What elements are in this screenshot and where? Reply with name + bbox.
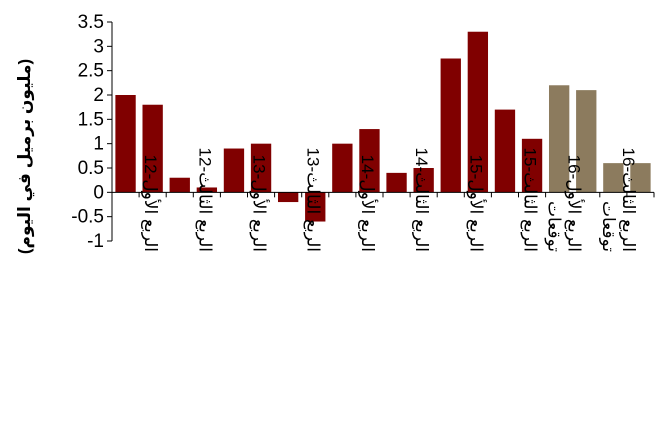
bar-actual: [277, 192, 299, 203]
y-axis-title: (مليون برميل في اليوم): [15, 59, 35, 254]
category-label: الربع الأول-12: [140, 155, 161, 252]
y-tick-label: 3: [93, 36, 104, 57]
y-tick-label: 1.5: [78, 109, 104, 130]
y-axis-title-group: (مليون برميل في اليوم): [15, 59, 35, 254]
y-tick-label: 0.5: [78, 158, 104, 179]
category-label: الربع الأول-15: [465, 155, 486, 252]
y-tick-label: 0: [93, 182, 104, 203]
bar-forecast: [603, 163, 624, 193]
y-tick-label: -0.5: [71, 207, 104, 228]
category-label: الربع الثالث-14: [411, 148, 431, 252]
category-label: الربع الأول-16توقعات: [545, 155, 585, 253]
category-label: الربع الثالث-12: [194, 148, 214, 252]
y-axis-ticks: -1 -0.5 0 0.5 1 1.5 2 2.5 3 3.5: [71, 12, 112, 252]
bar-actual: [521, 138, 543, 193]
y-tick-label: 2.5: [78, 61, 104, 82]
bar-actual: [115, 95, 136, 193]
bar-actual: [359, 129, 380, 193]
bar-forecast: [548, 85, 570, 193]
category-label: الربع الثالث-15: [520, 148, 540, 252]
bar-actual: [305, 192, 326, 222]
category-label: الربع الأول-14: [357, 155, 378, 252]
y-tick-label: 3.5: [78, 12, 104, 33]
bar-actual: [467, 31, 489, 193]
category-label: الربع الثالث-13: [303, 148, 323, 252]
bar-actual: [413, 168, 434, 193]
bar-actual: [196, 187, 218, 193]
axes: [111, 22, 655, 241]
bars: [115, 31, 651, 222]
bar-actual: [332, 143, 353, 193]
category-label: الربع الأول-13: [249, 155, 270, 252]
bar-forecast: [630, 163, 651, 193]
bar-actual: [169, 177, 190, 193]
bar-forecast: [576, 90, 597, 193]
bar-actual: [440, 58, 461, 193]
bar-actual: [142, 104, 163, 193]
bar-actual: [386, 172, 407, 193]
category-label: الربع الثالث-16توقعات: [599, 148, 638, 253]
bar-actual: [223, 148, 245, 193]
y-tick-label: 1: [93, 134, 104, 155]
category-labels: الربع الأول-12 الربع الثالث-12 الربع الأول…: [140, 148, 638, 253]
y-tick-label: 2: [93, 85, 104, 106]
bar-actual: [494, 109, 516, 193]
bar-actual: [250, 143, 272, 193]
y-tick-label: -1: [87, 231, 104, 252]
